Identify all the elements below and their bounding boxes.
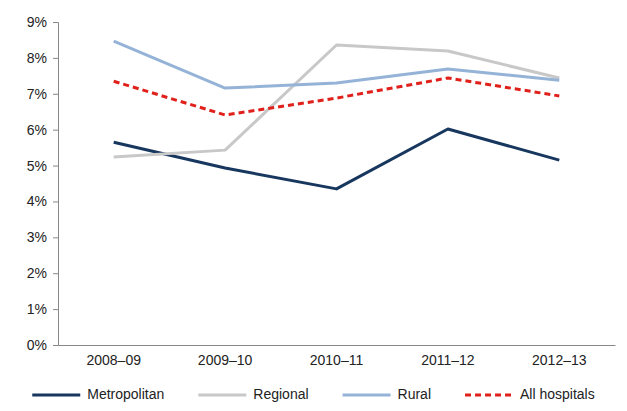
x-tick-label: 2011–12 <box>421 352 475 368</box>
plot-area: 0% 1% 2% 3% 4% 5% 6% 7% 8% 9% 2008–09 2009–10 2010–1… <box>27 14 616 368</box>
y-tick-label: 5% <box>27 158 47 174</box>
y-tick: 8% <box>27 50 58 66</box>
x-tick-label: 2008–09 <box>86 352 141 368</box>
y-tick-mark <box>53 130 58 131</box>
y-tick: 6% <box>27 122 58 138</box>
y-tick-label: 4% <box>27 193 47 209</box>
y-tick: 2% <box>27 265 58 281</box>
y-tick-mark <box>53 201 58 202</box>
y-tick-mark <box>53 237 58 238</box>
x-axis-line <box>59 345 616 346</box>
legend-entry: Metropolitan <box>32 386 164 402</box>
y-tick-label: 2% <box>27 265 47 281</box>
y-tick: 9% <box>27 14 58 30</box>
legend-entry: All hospitals <box>465 386 595 402</box>
legend: Metropolitan Regional Rural All hospitals <box>32 386 594 402</box>
legend-swatch <box>32 394 80 397</box>
x-tick-label: 2010–11 <box>310 352 364 368</box>
y-tick-label: 8% <box>27 50 47 66</box>
y-tick-label: 7% <box>27 86 47 102</box>
lines <box>114 41 560 189</box>
y-tick: 0% <box>27 337 58 353</box>
y-tick-mark <box>53 58 58 59</box>
y-tick-label: 3% <box>27 229 47 245</box>
y-axis: 0% 1% 2% 3% 4% 5% 6% 7% 8% 9% <box>27 14 59 353</box>
y-tick: 1% <box>27 301 58 317</box>
legend-label: All hospitals <box>520 386 595 402</box>
legend-label: Metropolitan <box>87 386 164 402</box>
legend-entry: Regional <box>198 386 308 402</box>
y-tick: 3% <box>27 229 58 245</box>
y-tick-label: 6% <box>27 122 47 138</box>
legend-label: Regional <box>253 386 308 402</box>
x-tick: 2012–13 <box>532 345 587 368</box>
series-line <box>114 129 560 189</box>
chart: 0% 1% 2% 3% 4% 5% 6% 7% 8% 9% 2008–09 2009–10 2010–1… <box>0 0 627 411</box>
y-tick-mark <box>53 273 58 274</box>
y-tick-mark <box>53 166 58 167</box>
y-tick-label: 1% <box>27 301 47 317</box>
y-tick: 4% <box>27 193 58 209</box>
y-tick: 7% <box>27 86 58 102</box>
y-tick-mark <box>53 345 58 346</box>
legend-label: Rural <box>398 386 431 402</box>
x-tick-label: 2012–13 <box>532 352 587 368</box>
x-tick: 2011–12 <box>421 345 475 368</box>
legend-swatch <box>465 394 513 397</box>
x-tick: 2009–10 <box>198 345 253 368</box>
y-tick-mark <box>53 309 58 310</box>
y-axis-line <box>53 23 59 346</box>
series-line <box>114 45 560 157</box>
legend-entry: Rural <box>343 386 431 402</box>
y-tick-mark <box>53 22 58 23</box>
x-tick-label: 2009–10 <box>198 352 253 368</box>
series-line <box>114 41 560 88</box>
y-tick-label: 0% <box>27 337 47 353</box>
legend-swatch <box>343 394 391 397</box>
y-tick-label: 9% <box>27 14 47 30</box>
y-tick: 5% <box>27 158 58 174</box>
x-tick: 2010–11 <box>310 345 364 368</box>
x-axis: 2008–09 2009–10 2010–11 2011–12 2012–13 <box>59 345 616 368</box>
y-tick-mark <box>53 94 58 95</box>
legend-swatch <box>198 394 246 397</box>
x-tick: 2008–09 <box>86 345 141 368</box>
series-line <box>114 78 560 115</box>
